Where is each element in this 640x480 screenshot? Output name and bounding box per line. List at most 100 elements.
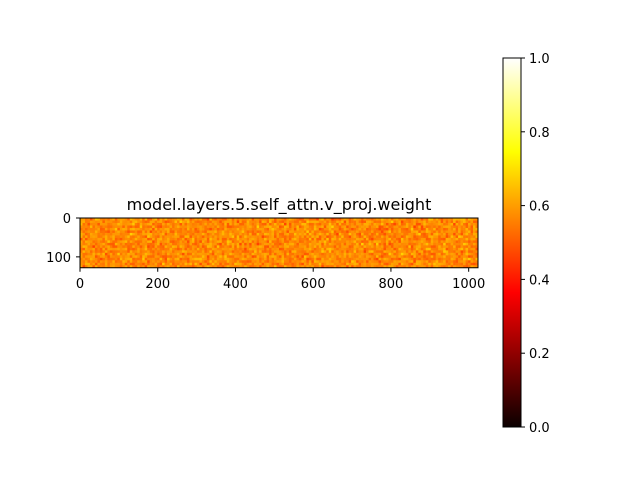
heatmap-cell	[453, 232, 456, 236]
heatmap-cell	[244, 220, 247, 224]
heatmap-cell	[283, 240, 287, 244]
heatmap-cell	[97, 232, 101, 236]
heatmap-cell	[383, 250, 387, 254]
heatmap-cell	[186, 257, 190, 261]
heatmap-cell	[274, 245, 277, 249]
heatmap-cell	[246, 232, 250, 236]
heatmap-cell	[443, 220, 446, 224]
heatmap-cell	[296, 225, 300, 229]
heatmap-cell	[308, 232, 312, 236]
heatmap-cell	[473, 242, 476, 246]
heatmap-cell	[181, 260, 185, 264]
heatmap-cell	[413, 225, 417, 229]
heatmap-cell	[333, 232, 337, 236]
heatmap-cell	[343, 240, 347, 244]
heatmap-cell	[266, 227, 270, 231]
heatmap-cell	[358, 255, 362, 259]
heatmap-cell	[428, 232, 432, 236]
heatmap-cell	[408, 240, 412, 244]
heatmap-cell	[430, 260, 434, 264]
heatmap-cell	[164, 220, 168, 224]
heatmap-cell	[112, 265, 116, 269]
heatmap-cell	[353, 230, 357, 234]
heatmap-cell	[393, 227, 397, 231]
heatmap-cell	[410, 240, 414, 244]
heatmap-cell	[194, 232, 198, 236]
heatmap-cell	[142, 245, 145, 249]
heatmap-cell	[388, 240, 392, 244]
heatmap-cell	[147, 265, 150, 269]
heatmap-cell	[316, 237, 320, 241]
heatmap-cell	[435, 262, 439, 266]
heatmap-cell	[425, 230, 429, 234]
heatmap-cell	[463, 247, 466, 251]
heatmap-cell	[326, 262, 330, 266]
heatmap-cell	[440, 225, 444, 229]
heatmap-cell	[465, 265, 469, 269]
heatmap-cell	[206, 227, 210, 231]
heatmap-cell	[94, 242, 98, 246]
heatmap-cell	[430, 222, 434, 226]
heatmap-cell	[196, 252, 200, 256]
heatmap-cell	[279, 255, 282, 259]
colorbar-tick-label: 0.6	[529, 200, 550, 215]
heatmap-cell	[378, 227, 382, 231]
heatmap-cell	[194, 227, 198, 231]
heatmap-cell	[254, 252, 257, 256]
heatmap-cell	[221, 218, 225, 221]
heatmap-cell	[221, 252, 225, 256]
heatmap-cell	[112, 235, 116, 239]
heatmap-cell	[371, 262, 374, 266]
heatmap-cell	[333, 242, 337, 246]
heatmap-cell	[373, 240, 377, 244]
heatmap-cell	[264, 225, 267, 229]
heatmap-cell	[475, 242, 479, 246]
heatmap-cell	[204, 262, 208, 266]
heatmap-cell	[321, 232, 325, 236]
heatmap-cell	[435, 242, 439, 246]
heatmap-cell	[134, 252, 138, 256]
heatmap-cell	[129, 247, 133, 251]
heatmap-cell	[199, 247, 203, 251]
heatmap-cell	[229, 262, 233, 266]
heatmap-cell	[358, 230, 362, 234]
heatmap-cell	[107, 250, 111, 254]
heatmap-cell	[333, 250, 337, 254]
heatmap-cell	[124, 237, 128, 241]
heatmap-cell	[102, 245, 106, 249]
heatmap-cell	[333, 257, 337, 261]
heatmap-cell	[338, 257, 342, 261]
heatmap-cell	[366, 220, 369, 224]
heatmap-cell	[296, 237, 300, 241]
heatmap-cell	[316, 232, 320, 236]
heatmap-cell	[423, 257, 427, 261]
heatmap-cell	[390, 247, 394, 251]
heatmap-cell	[415, 260, 419, 264]
heatmap-cell	[211, 235, 215, 239]
heatmap-cell	[107, 220, 111, 224]
heatmap-cell	[256, 260, 260, 264]
heatmap-cell	[97, 262, 101, 266]
heatmap-cell	[99, 245, 103, 249]
heatmap-cell	[415, 262, 419, 266]
heatmap-cell	[358, 260, 362, 264]
heatmap-cell	[423, 250, 427, 254]
heatmap-cell	[142, 255, 145, 259]
heatmap-cell	[296, 260, 300, 264]
heatmap-cell	[224, 220, 228, 224]
heatmap-cell	[214, 257, 218, 261]
heatmap-cell	[172, 245, 175, 249]
heatmap-cell	[435, 250, 439, 254]
heatmap-cell	[356, 237, 359, 241]
heatmap-cell	[87, 245, 91, 249]
heatmap-cell	[181, 242, 185, 246]
heatmap-cell	[318, 252, 322, 256]
heatmap-cell	[266, 222, 270, 226]
heatmap-cell	[94, 245, 98, 249]
heatmap-cell	[458, 260, 461, 264]
heatmap-cell	[137, 225, 140, 229]
heatmap-cell	[326, 247, 330, 251]
heatmap-cell	[393, 260, 397, 264]
heatmap-cell	[184, 245, 188, 249]
heatmap-cell	[393, 232, 397, 236]
